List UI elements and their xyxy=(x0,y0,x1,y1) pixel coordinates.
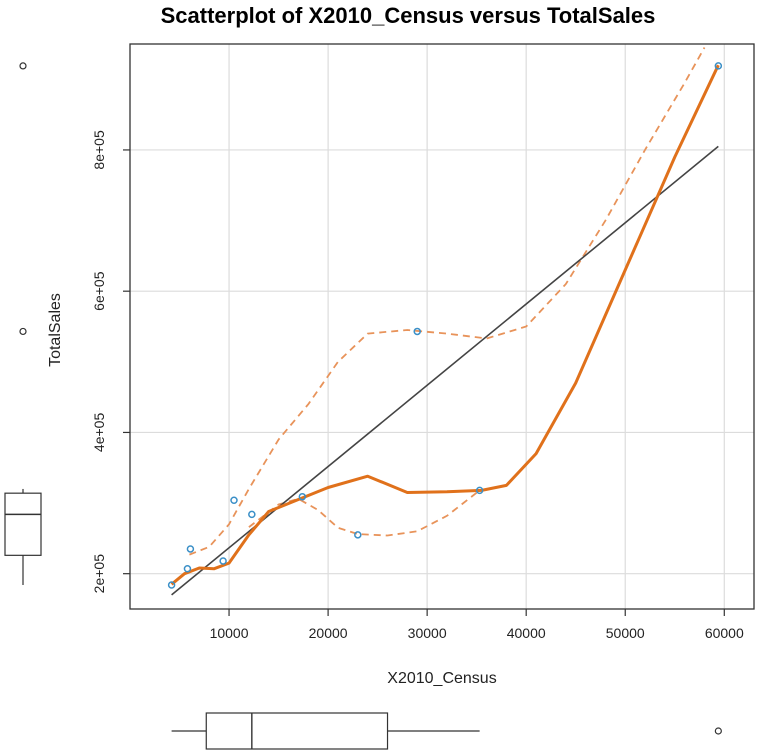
spread-upper-line xyxy=(189,47,706,556)
y-tick-label: 4e+05 xyxy=(91,413,107,453)
data-point xyxy=(186,545,195,553)
data-point xyxy=(354,531,362,539)
x-box-outlier xyxy=(714,727,722,735)
chart-title: Scatterplot of X2010_Census versus Total… xyxy=(161,3,656,28)
data-point xyxy=(183,564,192,573)
data-point xyxy=(714,62,723,70)
y-box-outlier xyxy=(19,327,27,336)
fit-lines xyxy=(170,47,720,596)
data-point xyxy=(167,581,176,589)
y-axis-label: TotalSales xyxy=(47,293,64,367)
plot-frame xyxy=(129,43,755,610)
smooth-line xyxy=(170,64,720,586)
x-tick-label: 20000 xyxy=(309,625,348,641)
data-point xyxy=(248,510,256,519)
x-tick-label: 10000 xyxy=(210,625,249,641)
data-point xyxy=(475,486,484,495)
y-marginal-boxplot xyxy=(4,62,42,585)
x-tick-label: 60000 xyxy=(705,625,744,641)
y-box-outlier xyxy=(19,62,27,70)
x-axis-label: X2010_Census xyxy=(387,670,496,687)
x-tick-label: 30000 xyxy=(408,625,447,641)
y-box xyxy=(4,492,42,556)
x-axis-ticks: 10000 20000 30000 40000 50000 60000 xyxy=(210,609,744,641)
data-points xyxy=(167,62,723,589)
data-point xyxy=(298,492,307,501)
y-tick-label: 8e+05 xyxy=(91,130,107,170)
data-point xyxy=(413,327,421,336)
spread-lower-line xyxy=(248,489,481,537)
y-tick-label: 6e+05 xyxy=(91,271,107,311)
data-point xyxy=(219,557,227,565)
x-box xyxy=(205,712,389,750)
data-point xyxy=(230,496,238,504)
x-tick-label: 40000 xyxy=(507,625,546,641)
x-tick-label: 50000 xyxy=(606,625,645,641)
y-tick-label: 2e+05 xyxy=(91,554,107,594)
x-marginal-boxplot xyxy=(171,712,722,750)
grid xyxy=(130,44,754,609)
y-axis-ticks: 2e+05 4e+05 6e+05 8e+05 xyxy=(91,130,130,593)
